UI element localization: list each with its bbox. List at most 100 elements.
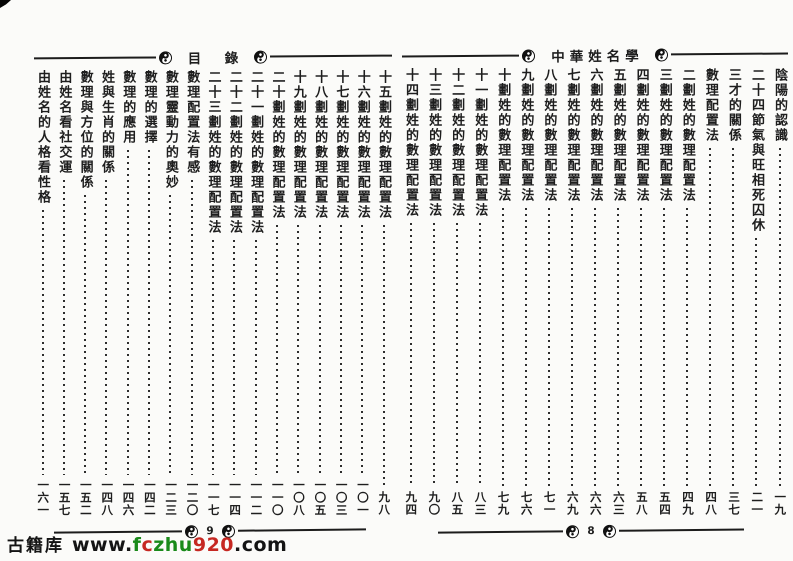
dot-leader <box>275 225 278 475</box>
dot-leader <box>709 148 712 487</box>
toc-entry-title: 十五劃姓的數理配置法 <box>376 70 391 220</box>
dot-leader <box>432 223 435 487</box>
toc-entry: 十九劃姓的數理配置法 一〇八 <box>291 70 306 516</box>
dot-leader <box>318 225 321 475</box>
page-number: 8 <box>587 525 595 538</box>
toc-entry-title: 五劃姓的數理配置法 <box>610 68 626 203</box>
toc-entry: 五劃姓的數理配置法六三 <box>610 68 626 516</box>
toc-entry: 二十三劃姓的數理配置法 一一七 <box>205 70 221 516</box>
yinyang-icon <box>522 48 536 63</box>
dot-leader <box>617 208 620 487</box>
toc-entry: 二十一劃姓的數理配置法 一一二 <box>248 70 263 516</box>
dot-leader <box>148 150 151 475</box>
toc-entry-title: 數理配置法 <box>702 68 718 143</box>
toc-entry-title: 數理靈動力的奧妙 <box>162 70 178 190</box>
toc-entry: 十四劃姓的數理配置法 九四 <box>403 68 418 516</box>
toc-entry-page-number: 一九 <box>773 491 788 516</box>
dot-leader <box>478 223 481 487</box>
toc-entry-page-number: 一二三 <box>164 478 179 517</box>
page-footer: 8 <box>402 520 788 542</box>
toc-entry: 由姓名看社交運一五七 <box>56 70 72 517</box>
dot-leader <box>190 180 193 475</box>
dot-leader <box>339 225 342 475</box>
toc-entry-page-number: 一五二 <box>78 478 93 517</box>
header-rule-right <box>270 54 393 58</box>
dot-leader <box>254 240 257 475</box>
toc-entry: 陰陽的認識 一九 <box>772 68 788 516</box>
toc-entry-title: 數理的應用 <box>120 70 136 145</box>
toc-entry-title: 二十劃姓的數理配置法 <box>269 70 285 220</box>
page-header: 目 錄 <box>33 47 393 68</box>
watermark-url: www.fczhu920.com <box>72 534 287 556</box>
toc-entry: 十八劃姓的數理配置法 一〇五 <box>312 70 328 516</box>
toc-entry: 三才的關係 三七 <box>726 68 742 516</box>
toc-entry-page-number: 三七 <box>727 491 742 516</box>
toc-entry-page-number: 五四 <box>657 491 672 516</box>
toc-entry: 姓與生肖的關係一四八 <box>98 70 115 517</box>
toc-column-list: 陰陽的認識一九 二十四節氣與旺相死囚休 二一 三才的關係 三七 數理配置法四八 二劃姓的數理… <box>402 64 788 522</box>
page-header: 中華姓名學 <box>401 44 789 66</box>
toc-entry-title: 十四劃姓的數理配置法 <box>403 68 418 218</box>
toc-entry-page-number: 一五七 <box>57 478 72 517</box>
toc-entry-title: 陰陽的認識 <box>772 68 787 143</box>
toc-entry-title: 九劃姓的數理配置法 <box>518 68 534 203</box>
toc-entry-title: 二十三劃姓的數理配置法 <box>205 70 221 235</box>
toc-entry-title: 十劃姓的數理配置法 <box>495 68 511 203</box>
dot-leader <box>640 208 643 487</box>
book-page-right: 中華姓名學 陰陽的認識一九 二十四節氣與旺相死囚休 二一 三才的關係 三七 數理配置法四八… <box>401 44 789 542</box>
toc-entry-title: 十六劃姓的數理配置法 <box>354 70 370 220</box>
toc-entry-title: 六劃姓的數理配置法 <box>587 68 603 203</box>
toc-entry: 十七劃姓的數理配置法 一〇三 <box>333 70 349 516</box>
toc-entry-page-number: 四八 <box>704 491 719 516</box>
toc-entry-page-number: 八五 <box>450 491 465 516</box>
toc-entry-page-number: 一二〇 <box>185 478 200 517</box>
watermark-url-segment: 920 <box>192 534 235 556</box>
dot-leader <box>126 150 129 475</box>
toc-entry-page-number: 九〇 <box>427 491 442 516</box>
yinyang-icon <box>602 524 616 538</box>
book-title: 中華姓名學 <box>551 48 644 66</box>
book-page-left: 目 錄 十五劃姓的數理配置法 九八 十六劃姓的數理配置法 一〇一 十七劃姓的數理配置法一… <box>33 47 393 540</box>
header-rule-left <box>33 56 156 60</box>
toc-entry-title: 十三劃姓的數理配置法 <box>426 68 442 218</box>
toc-entry-title: 二劃姓的數理配置法 <box>679 68 695 203</box>
toc-entry-title: 十一劃姓的數理配置法 <box>472 68 488 218</box>
dot-leader <box>732 148 735 487</box>
toc-entry-title: 由姓名看社交運 <box>56 70 72 175</box>
toc-entry-title: 三劃姓的數理配置法 <box>656 68 672 203</box>
toc-entry-title: 姓與生肖的關係 <box>98 70 114 175</box>
toc-column-list: 十五劃姓的數理配置法 九八 十六劃姓的數理配置法 一〇一 十七劃姓的數理配置法 一〇三 十八… <box>34 66 392 522</box>
yinyang-icon <box>158 50 172 64</box>
dot-leader <box>663 208 666 487</box>
toc-entry: 四劃姓的數理配置法 五八 <box>634 68 649 516</box>
toc-entry-title: 數理的選擇 <box>141 70 157 145</box>
header-rule-left <box>401 54 520 58</box>
dot-leader <box>212 240 214 475</box>
toc-entry-page-number: 一四八 <box>100 478 115 517</box>
header-rule-right <box>670 52 789 56</box>
yinyang-icon <box>566 524 580 538</box>
toc-entry: 二十二劃姓的數理配置法 一一四 <box>226 70 242 516</box>
watermark-url-segment: zhu <box>153 534 193 556</box>
toc-entry-page-number: 六三 <box>611 491 626 516</box>
dot-leader <box>570 208 573 487</box>
toc-entry: 數理配置法有感 一二〇 <box>184 70 200 517</box>
toc-entry-page-number: 八三 <box>473 491 488 516</box>
toc-entry: 七劃姓的數理配置法 六九 <box>564 68 579 516</box>
toc-entry: 由姓名的人格看性格 一六一 <box>35 70 50 516</box>
toc-entry-title: 二十四節氣與旺相死囚休 <box>748 68 764 233</box>
toc-entry-title: 二十二劃姓的數理配置法 <box>226 70 242 235</box>
watermark-url-segment: .com <box>234 534 288 556</box>
toc-entry-title: 數理與方位的關係 <box>77 70 93 190</box>
toc-entry-page-number: 一四二 <box>142 478 157 517</box>
toc-entry: 二十四節氣與旺相死囚休 二一 <box>748 68 764 516</box>
dot-leader <box>169 195 172 475</box>
toc-entry: 六劃姓的數理配置法 六六 <box>587 68 603 516</box>
toc-entry-title: 十八劃姓的數理配置法 <box>312 70 328 220</box>
dot-leader <box>84 195 87 475</box>
toc-entry-title: 十七劃姓的數理配置法 <box>333 70 349 220</box>
watermark-label: 古籍库 <box>7 536 64 556</box>
toc-entry: 十五劃姓的數理配置法 九八 <box>376 70 391 516</box>
toc-entry-page-number: 七九 <box>496 491 511 516</box>
